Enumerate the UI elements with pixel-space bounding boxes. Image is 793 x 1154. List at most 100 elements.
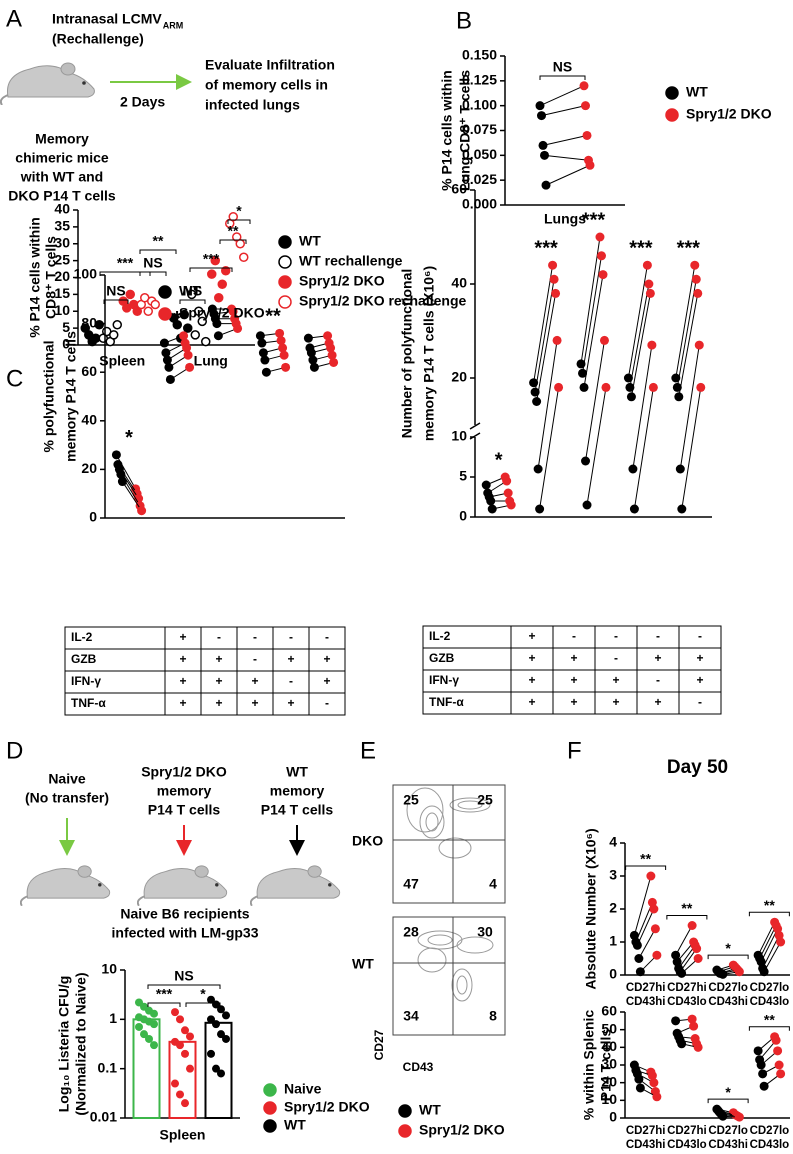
table-text: +	[215, 696, 222, 710]
mouse-icon	[137, 864, 228, 906]
x-tick-label: Spleen	[99, 353, 145, 369]
y-tick-label: 0.075	[462, 121, 497, 137]
table-text: -	[656, 673, 660, 687]
data-point	[194, 306, 204, 316]
table-text: +	[654, 651, 661, 665]
pair-line	[681, 387, 702, 510]
data-point	[212, 1064, 220, 1073]
pair-line	[534, 279, 555, 393]
data-point	[758, 1069, 768, 1079]
axis-label: CD43	[403, 1060, 434, 1074]
plot-label: WT	[352, 956, 374, 972]
data-point	[776, 1069, 786, 1079]
legend-marker	[665, 86, 679, 100]
y-tick-label: 15	[54, 285, 70, 301]
pair-line	[757, 921, 776, 956]
legend-label: WT	[419, 1102, 441, 1118]
pair-line	[533, 265, 554, 383]
data-point	[691, 274, 701, 284]
x-tick-label: CD43hi	[626, 1139, 666, 1151]
significance-label: ***	[582, 209, 606, 231]
x-tick-label: CD27lo	[708, 982, 748, 994]
data-point	[186, 1032, 194, 1041]
x-tick-label: CD43hi	[708, 996, 748, 1008]
data-point	[326, 343, 336, 353]
quadrant-value: 8	[489, 1008, 497, 1024]
data-point	[647, 1071, 657, 1081]
table-text: TNF-α	[71, 696, 106, 710]
schematic-text: Evaluate Infiltration	[205, 57, 335, 73]
group-label: (No transfer)	[25, 790, 109, 806]
legend-label: WT rechallenge	[299, 253, 403, 269]
y-tick-label: 2	[609, 900, 617, 916]
data-point	[258, 348, 268, 358]
flow-plot	[392, 784, 506, 1036]
data-point	[541, 180, 551, 190]
table-text: -	[698, 695, 702, 709]
table-text: +	[696, 651, 703, 665]
data-point	[650, 924, 660, 934]
data-point	[221, 266, 231, 276]
significance-bracket	[707, 954, 749, 960]
data-point	[257, 338, 267, 348]
data-point	[212, 319, 222, 329]
data-point	[677, 504, 687, 514]
y-tick-label: 25	[54, 251, 70, 267]
significance-bracket	[625, 865, 667, 870]
x-tick-label: Lung	[194, 353, 228, 369]
significance-bracket	[139, 271, 167, 276]
y-axis-label: Log₁₀ Listeria CFU/g	[56, 976, 72, 1113]
table-text: +	[179, 630, 186, 644]
data-point	[535, 101, 545, 111]
data-point	[687, 1014, 697, 1024]
legend-label: Spry1/2 DKO	[284, 1099, 370, 1115]
x-tick-label: CD27lo	[750, 1125, 790, 1137]
significance-bracket	[666, 915, 708, 920]
data-point	[774, 1060, 784, 1070]
y-tick-label: 20	[54, 268, 70, 284]
table-text: -	[217, 630, 221, 644]
quadrant-value: 34	[403, 1008, 419, 1024]
data-point	[601, 382, 611, 392]
data-point	[693, 1042, 703, 1052]
data-point	[652, 950, 662, 960]
data-point	[255, 331, 265, 341]
data-point	[552, 335, 562, 345]
data-point	[235, 239, 245, 249]
y-tick-label: 10	[101, 961, 117, 977]
data-point	[116, 469, 126, 479]
data-point	[759, 1081, 769, 1091]
group-label: P14 T cells	[261, 802, 334, 818]
data-point	[648, 382, 658, 392]
data-point	[771, 1035, 781, 1045]
significance-label: *	[125, 427, 133, 449]
table-text: +	[215, 652, 222, 666]
data-point	[537, 111, 546, 121]
data-point	[581, 101, 590, 111]
y-tick-label: 60	[451, 181, 467, 197]
table-text: -	[614, 651, 618, 665]
data-point	[642, 260, 652, 270]
schematic-text: Memory	[35, 131, 89, 147]
data-point	[687, 921, 697, 930]
table-text: +	[287, 696, 294, 710]
significance-bracket	[539, 75, 586, 80]
pair-line	[759, 925, 777, 959]
data-point	[303, 333, 313, 343]
panel-label: C	[6, 365, 23, 392]
table-text: GZB	[71, 652, 97, 666]
pair-line	[541, 105, 586, 117]
y-tick-label: 40	[601, 1038, 617, 1054]
data-point	[159, 338, 169, 348]
data-point	[487, 504, 497, 514]
axis-break	[469, 432, 481, 440]
pair-line	[679, 948, 698, 972]
data-point	[233, 323, 243, 333]
data-point	[329, 357, 339, 367]
significance-label: ***	[677, 237, 701, 259]
legend-marker	[665, 108, 679, 122]
data-point	[718, 1111, 728, 1121]
legend-label: WT	[179, 283, 201, 299]
y-axis-label: % polyfunctional	[41, 341, 57, 453]
legend-label: Spry1/2 DKO	[419, 1122, 505, 1138]
